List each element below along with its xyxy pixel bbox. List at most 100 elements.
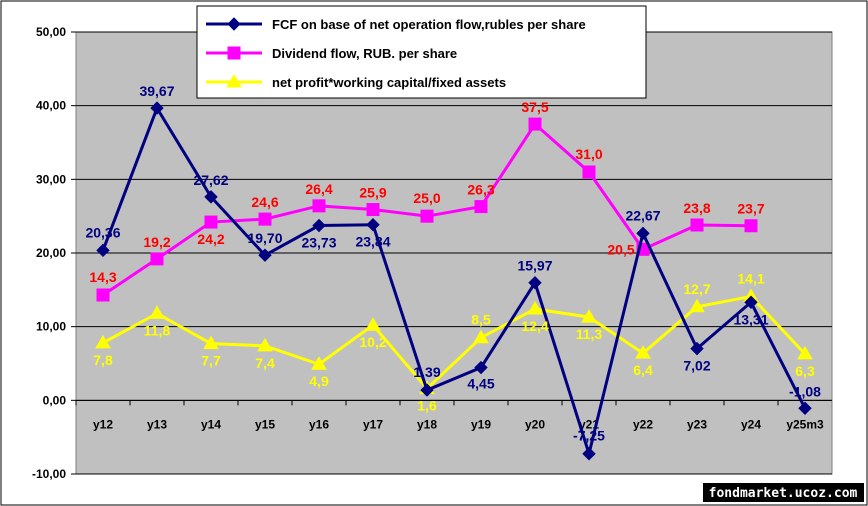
triangle-marker: [689, 298, 705, 313]
diamond-marker: [258, 248, 272, 262]
data-label: 6,3: [795, 363, 815, 379]
y-tick-label: -10,00: [32, 467, 66, 481]
square-marker: [420, 209, 434, 223]
square-marker: [227, 46, 241, 60]
data-label: 12,7: [683, 281, 710, 297]
square-marker: [582, 165, 596, 179]
diamond-marker: [420, 383, 434, 397]
x-tick-label: y17: [363, 417, 383, 431]
data-label: 23,73: [301, 235, 336, 251]
series-line: [102, 294, 807, 391]
diamond-marker: [366, 218, 380, 232]
square-marker: [528, 117, 542, 131]
x-axis-ticks: y12 y13 y14 y15 y16 y17 y18 y19 y20 y21 y22 y23 y24 y…: [75, 400, 824, 431]
data-label: 25,9: [359, 185, 386, 201]
data-label: 19,70: [247, 230, 282, 246]
data-label: 37,5: [521, 99, 548, 115]
triangle-marker: [149, 305, 165, 319]
data-label: 7,4: [255, 355, 275, 371]
diamond-marker: [312, 218, 326, 233]
data-label: 7,8: [93, 352, 113, 368]
legend-label: net profit*working capital/fixed assets: [272, 75, 506, 90]
data-label: 1,6: [417, 398, 437, 414]
legend-label: FCF on base of net operation flow,rubles…: [272, 17, 586, 32]
data-label: 15,97: [517, 258, 552, 274]
square-marker: [312, 199, 326, 213]
triangle-marker: [203, 335, 219, 350]
data-label: 23,7: [737, 201, 764, 217]
data-label: 22,67: [625, 207, 660, 223]
series-group: [95, 101, 813, 461]
data-label: 13,31: [733, 311, 768, 327]
x-tick-label: y12: [93, 417, 113, 431]
data-label: 19,2: [143, 234, 170, 250]
x-tick-label: y13: [147, 417, 167, 431]
data-labels: 20,36 39,67 27,62 19,70 23,73 23,84 1,39 4,45 15…: [85, 83, 821, 444]
x-tick-label: y25m3: [786, 417, 824, 431]
data-label: 23,8: [683, 200, 710, 216]
diamond-marker: [96, 243, 110, 258]
data-label: 6,4: [633, 362, 653, 378]
data-label: 7,02: [683, 358, 710, 374]
diamond-marker: [798, 401, 812, 415]
triangle-marker: [311, 356, 327, 370]
data-label: 11,8: [144, 322, 171, 338]
diamond-marker: [204, 190, 218, 204]
square-marker: [204, 215, 218, 229]
data-label: 24,2: [197, 231, 224, 247]
triangle-marker: [226, 74, 242, 88]
x-tick-label: y14: [201, 417, 221, 431]
y-tick-label: 50,00: [36, 25, 66, 39]
x-tick-label: y18: [417, 417, 437, 431]
data-label: 39,67: [139, 83, 174, 99]
data-label: 27,62: [193, 172, 228, 188]
diamond-marker: [474, 360, 488, 375]
y-axis-ticks: -10,00 0,00 10,00 20,00 30,00 40,00 50,00: [32, 25, 66, 481]
data-label: 31,0: [575, 146, 602, 162]
x-tick-label: y23: [687, 417, 707, 431]
data-label: 14,1: [737, 270, 764, 286]
data-label: 7,7: [201, 353, 221, 369]
x-tick-label: y20: [525, 417, 545, 431]
data-label: 11,3: [576, 326, 603, 342]
diamond-marker: [528, 275, 542, 290]
series-line: [101, 104, 807, 460]
x-tick-label: y22: [633, 417, 653, 431]
y-tick-label: 10,00: [36, 320, 66, 334]
data-label: 8,5: [471, 312, 491, 328]
y-tick-label: 0,00: [43, 393, 67, 407]
data-label: 1,39: [413, 364, 440, 380]
diamond-marker: [150, 101, 164, 115]
triangle-marker: [581, 309, 597, 323]
x-tick-label: y24: [741, 417, 761, 431]
square-marker: [474, 200, 488, 214]
square-marker: [96, 288, 110, 302]
y-tick-label: 40,00: [36, 99, 66, 113]
square-marker: [366, 203, 380, 217]
triangle-marker: [527, 300, 543, 315]
diamond-marker: [582, 447, 596, 461]
watermark-background: [703, 483, 864, 502]
triangle-marker: [635, 345, 651, 359]
square-marker: [690, 218, 704, 232]
watermark: fondmarket.ucoz.com: [703, 483, 864, 502]
triangle-marker: [473, 329, 489, 344]
data-label: 12,4: [521, 318, 548, 334]
watermark-text: fondmarket.ucoz.com: [709, 486, 858, 501]
triangle-marker: [797, 345, 813, 360]
x-tick-label: y19: [471, 417, 491, 431]
data-label: 26,3: [467, 182, 494, 198]
square-marker: [150, 252, 164, 266]
data-label: 23,84: [355, 234, 390, 250]
y-tick-label: 30,00: [36, 172, 66, 186]
data-label: -7,25: [573, 428, 605, 444]
data-label: 10,2: [359, 334, 386, 350]
data-label: 14,3: [89, 269, 116, 285]
square-marker: [258, 212, 272, 226]
legend: FCF on base of net operation flow,rubles…: [196, 5, 647, 99]
diamond-marker: [690, 341, 704, 356]
legend-box: [196, 5, 647, 99]
data-label: 26,4: [305, 181, 332, 197]
triangle-marker: [95, 334, 111, 349]
diamond-marker: [636, 226, 650, 241]
